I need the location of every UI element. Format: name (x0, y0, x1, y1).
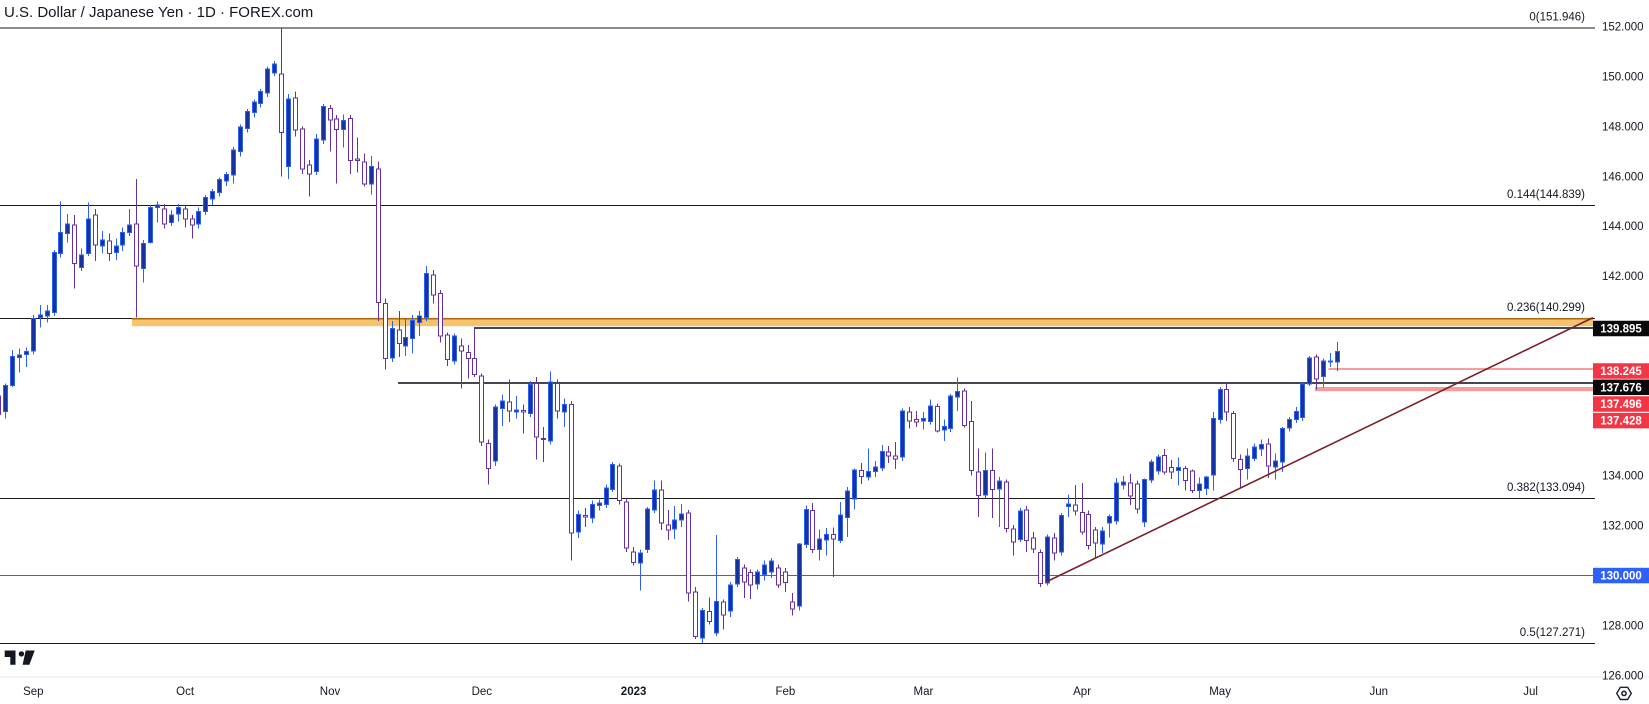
svg-text:0.236(140.299): 0.236(140.299) (1507, 302, 1585, 314)
svg-text:Mar: Mar (913, 686, 933, 698)
svg-text:0.5(127.271): 0.5(127.271) (1520, 627, 1585, 639)
svg-text:144.000: 144.000 (1602, 221, 1644, 233)
svg-text:0.382(133.094): 0.382(133.094) (1507, 482, 1585, 494)
svg-text:139.895: 139.895 (1600, 324, 1642, 336)
svg-text:137.428: 137.428 (1600, 416, 1642, 428)
svg-text:137.676: 137.676 (1600, 382, 1642, 394)
svg-text:Feb: Feb (775, 686, 795, 698)
svg-text:May: May (1209, 686, 1231, 698)
svg-text:146.000: 146.000 (1602, 171, 1644, 183)
svg-text:0.144(144.839): 0.144(144.839) (1507, 189, 1585, 201)
svg-text:2023: 2023 (621, 686, 647, 698)
svg-text:Apr: Apr (1073, 686, 1091, 698)
svg-text:150.000: 150.000 (1602, 72, 1644, 84)
svg-text:142.000: 142.000 (1602, 271, 1644, 283)
svg-text:130.000: 130.000 (1600, 571, 1642, 583)
svg-text:152.000: 152.000 (1602, 22, 1644, 34)
svg-text:126.000: 126.000 (1602, 670, 1644, 682)
svg-text:137.496: 137.496 (1600, 399, 1642, 411)
svg-text:132.000: 132.000 (1602, 521, 1644, 533)
svg-text:Oct: Oct (176, 686, 195, 698)
svg-text:138.245: 138.245 (1600, 366, 1642, 378)
svg-text:Sep: Sep (23, 686, 43, 698)
svg-text:128.000: 128.000 (1602, 620, 1644, 632)
svg-text:Nov: Nov (320, 686, 341, 698)
svg-text:U.S. Dollar / Japanese Yen · 1: U.S. Dollar / Japanese Yen · 1D · FOREX.… (4, 4, 313, 21)
svg-text:0(151.946): 0(151.946) (1529, 12, 1585, 24)
svg-text:Jun: Jun (1370, 686, 1389, 698)
svg-text:134.000: 134.000 (1602, 471, 1644, 483)
svg-text:Jul: Jul (1523, 686, 1538, 698)
svg-text:Dec: Dec (472, 686, 493, 698)
svg-text:148.000: 148.000 (1602, 121, 1644, 133)
